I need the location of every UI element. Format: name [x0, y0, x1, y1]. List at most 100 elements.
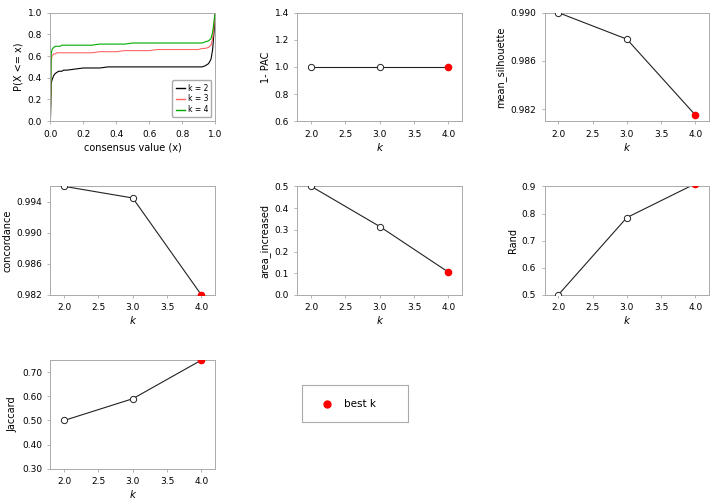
k = 4 [178, 40, 186, 46]
k = 2 [211, 10, 220, 16]
k = 2 [58, 68, 66, 74]
k = 2 [210, 26, 219, 32]
k = 2 [48, 75, 57, 81]
Y-axis label: P(X <= x): P(X <= x) [14, 43, 24, 91]
k = 3 [208, 36, 217, 42]
k = 3 [120, 47, 129, 53]
k = 2 [54, 68, 63, 74]
k = 4 [137, 40, 145, 46]
k = 3 [201, 45, 210, 51]
k = 3 [61, 50, 70, 56]
k = 3 [48, 52, 57, 58]
k = 2 [207, 56, 215, 62]
k = 4 [210, 16, 219, 22]
k = 3 [204, 44, 213, 50]
k = 2 [87, 65, 96, 71]
k = 4 [161, 40, 170, 46]
k = 4 [194, 40, 203, 46]
k = 4 [56, 43, 65, 49]
k = 4 [104, 41, 112, 47]
k = 2 [46, 118, 55, 124]
k = 4 [208, 29, 217, 35]
k = 2 [79, 65, 88, 71]
k = 3 [104, 49, 112, 55]
k = 2 [161, 64, 170, 70]
k = 2 [53, 70, 61, 76]
k = 3 [54, 50, 63, 56]
Line: k = 3: k = 3 [50, 13, 215, 121]
k = 3 [197, 45, 206, 51]
k = 4 [46, 118, 55, 124]
k = 2 [137, 64, 145, 70]
k = 2 [104, 64, 112, 70]
X-axis label: k: k [130, 317, 136, 327]
k = 2 [50, 73, 58, 79]
k = 2 [170, 64, 179, 70]
k = 3 [50, 51, 58, 57]
k = 2 [48, 77, 56, 83]
k = 2 [208, 46, 217, 52]
k = 3 [56, 50, 65, 56]
k = 2 [120, 64, 129, 70]
X-axis label: k: k [377, 143, 383, 153]
k = 2 [71, 66, 79, 72]
k = 4 [153, 40, 162, 46]
k = 2 [186, 64, 194, 70]
k = 4 [50, 44, 58, 50]
Y-axis label: mean_silhouette: mean_silhouette [495, 26, 506, 107]
k = 4 [120, 41, 129, 47]
k = 3 [112, 49, 121, 55]
k = 3 [153, 46, 162, 52]
k = 3 [79, 50, 88, 56]
k = 3 [145, 47, 153, 53]
k = 3 [186, 46, 194, 52]
k = 2 [51, 71, 60, 77]
k = 2 [56, 68, 65, 74]
FancyBboxPatch shape [302, 385, 408, 422]
k = 4 [87, 42, 96, 48]
k = 4 [96, 41, 104, 47]
k = 4 [207, 36, 215, 42]
k = 3 [210, 21, 219, 27]
k = 4 [71, 42, 79, 48]
k = 4 [63, 42, 71, 48]
k = 3 [194, 46, 203, 52]
k = 3 [137, 47, 145, 53]
k = 3 [170, 46, 179, 52]
k = 3 [207, 42, 215, 48]
k = 3 [87, 50, 96, 56]
k = 2 [63, 67, 71, 73]
k = 2 [204, 60, 213, 67]
k = 2 [201, 63, 210, 69]
Legend: k = 2, k = 3, k = 4: k = 2, k = 3, k = 4 [173, 81, 211, 117]
X-axis label: k: k [624, 317, 630, 327]
X-axis label: consensus value (x): consensus value (x) [84, 143, 181, 153]
Y-axis label: 1- PAC: 1- PAC [261, 51, 271, 83]
k = 2 [178, 64, 186, 70]
k = 2 [96, 65, 104, 71]
Y-axis label: area_increased: area_increased [260, 204, 271, 278]
k = 2 [197, 64, 206, 70]
k = 3 [46, 118, 55, 124]
Y-axis label: concordance: concordance [2, 210, 12, 272]
k = 4 [145, 40, 153, 46]
k = 3 [128, 47, 137, 53]
k = 4 [201, 39, 210, 45]
k = 4 [59, 42, 68, 48]
X-axis label: k: k [377, 317, 383, 327]
k = 2 [153, 64, 162, 70]
k = 3 [71, 50, 79, 56]
k = 4 [54, 43, 63, 49]
k = 3 [51, 51, 60, 57]
k = 3 [178, 46, 186, 52]
k = 4 [112, 41, 121, 47]
k = 2 [112, 64, 121, 70]
k = 4 [51, 43, 60, 49]
Line: k = 4: k = 4 [50, 13, 215, 121]
k = 4 [58, 42, 66, 48]
X-axis label: k: k [624, 143, 630, 153]
X-axis label: k: k [130, 490, 136, 500]
Line: k = 2: k = 2 [50, 13, 215, 121]
Y-axis label: Rand: Rand [508, 228, 518, 253]
k = 3 [63, 50, 71, 56]
